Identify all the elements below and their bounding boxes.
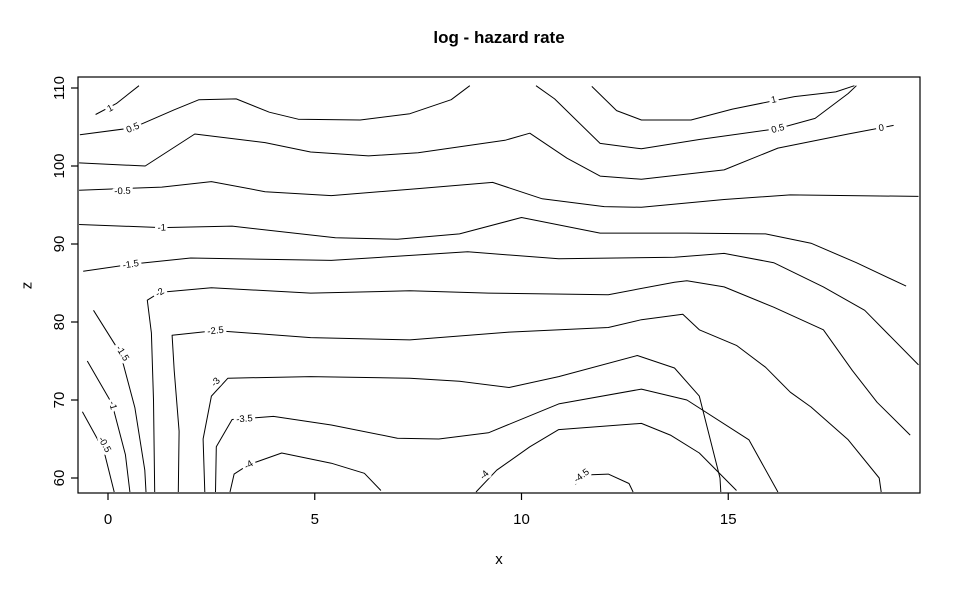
contour-label: -2.5 <box>207 325 224 338</box>
z-tick-label: 90 <box>51 236 68 253</box>
x-tick-label: 5 <box>311 511 319 528</box>
contour-label: 0.5 <box>125 121 142 136</box>
contour-line--4 <box>475 422 737 493</box>
contour-line--0.5 <box>81 411 115 493</box>
plot-box <box>77 76 921 494</box>
x-tick-label: 10 <box>513 511 530 528</box>
contour-label: -2 <box>153 286 166 300</box>
contour-line-0.5 <box>535 85 857 150</box>
z-tick-label: 110 <box>51 76 68 100</box>
contour-label: -0.5 <box>95 435 113 455</box>
z-tick-label: 100 <box>51 153 68 178</box>
x-axis-label: x <box>495 551 503 568</box>
contour-label: 0 <box>878 122 885 134</box>
contour-label: -1 <box>157 223 166 234</box>
contour-line--2.5 <box>171 313 882 493</box>
contour-line--4 <box>229 452 382 493</box>
plot-title: log - hazard rate <box>433 28 565 47</box>
contour-line-1 <box>591 85 855 121</box>
contour-line--2 <box>146 280 911 493</box>
contour-label: -3 <box>209 376 223 390</box>
contour-label: -4.5 <box>572 467 592 486</box>
z-tick-label: 70 <box>51 392 68 409</box>
contour-line-0 <box>79 124 894 180</box>
contour-label: -3.5 <box>236 413 253 425</box>
contour-label: -1.5 <box>122 258 140 271</box>
contour-line--3 <box>202 355 722 493</box>
z-tick-label: 60 <box>51 470 68 487</box>
x-tick-label: 0 <box>104 511 112 528</box>
contour-line--1 <box>86 360 131 493</box>
contour-label: -0.5 <box>114 186 131 198</box>
contour-label: -1 <box>106 400 119 411</box>
x-tick-label: 15 <box>720 511 737 528</box>
contour-line-1 <box>95 85 140 115</box>
contour-line--1.5 <box>83 251 919 366</box>
contour-label: 0.5 <box>770 122 786 136</box>
contour-line--3.5 <box>215 388 779 493</box>
contour-line--0.5 <box>79 181 919 208</box>
contour-label: -4 <box>242 458 255 472</box>
contour-line--1 <box>79 217 907 287</box>
contour-line-0.5 <box>79 85 471 136</box>
contour-label: -4 <box>478 468 492 482</box>
contour-line--1.5 <box>93 310 147 493</box>
z-tick-label: 80 <box>51 314 68 331</box>
contour-line--4.5 <box>575 473 634 493</box>
z-axis-label: z <box>18 281 36 290</box>
contour-label: 1 <box>770 94 777 106</box>
